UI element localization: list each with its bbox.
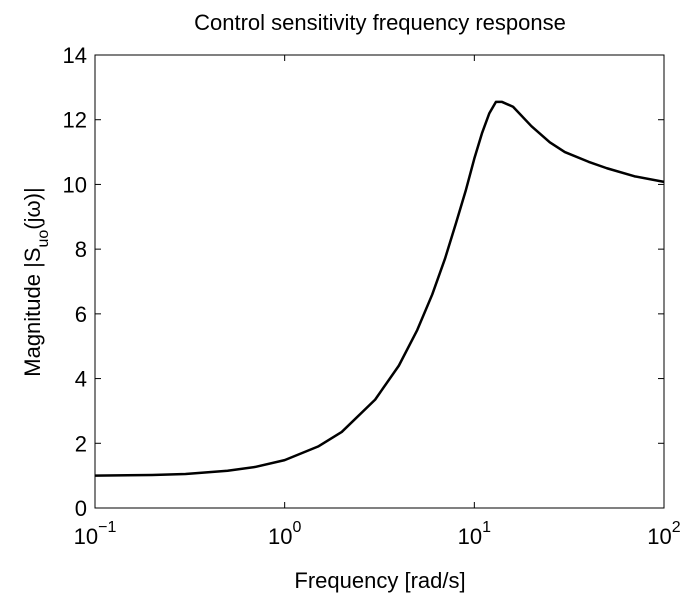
line-series xyxy=(94,100,665,477)
chart-title: Control sensitivity frequency response xyxy=(194,10,566,35)
y-tick-label: 2 xyxy=(75,431,87,456)
x-tick-exponent: 1 xyxy=(482,519,491,536)
x-tick-label: 10−1 xyxy=(74,519,117,549)
x-tick-label: 101 xyxy=(458,519,491,549)
y-axis-label: Magnitude |Suo(jω)| xyxy=(20,187,52,376)
x-tick-base: 10 xyxy=(74,524,98,549)
x-tick-exponent: 0 xyxy=(292,519,301,536)
y-tick-label: 8 xyxy=(75,237,87,262)
x-tick-base: 10 xyxy=(458,524,482,549)
plot-frame xyxy=(94,54,665,509)
y-label-text: Magnitude |S xyxy=(20,247,45,376)
y-tick-label: 10 xyxy=(63,172,87,197)
y-label-sub: uo xyxy=(35,230,52,248)
x-axis-label: Frequency [rad/s] xyxy=(294,568,465,593)
x-tick-label: 102 xyxy=(647,519,680,549)
y-tick-label: 6 xyxy=(75,302,87,327)
x-tick-label: 100 xyxy=(268,519,301,549)
x-tick-exponent: −1 xyxy=(98,519,116,536)
y-tick-label: 12 xyxy=(63,108,87,133)
y-tick-label: 4 xyxy=(75,367,87,392)
y-tick-label: 14 xyxy=(63,43,87,68)
y-label-rest: (jω)| xyxy=(20,187,45,229)
x-tick-base: 10 xyxy=(647,524,671,549)
x-tick-exponent: 2 xyxy=(672,519,681,536)
y-tick-label: 0 xyxy=(75,496,87,521)
x-tick-base: 10 xyxy=(268,524,292,549)
